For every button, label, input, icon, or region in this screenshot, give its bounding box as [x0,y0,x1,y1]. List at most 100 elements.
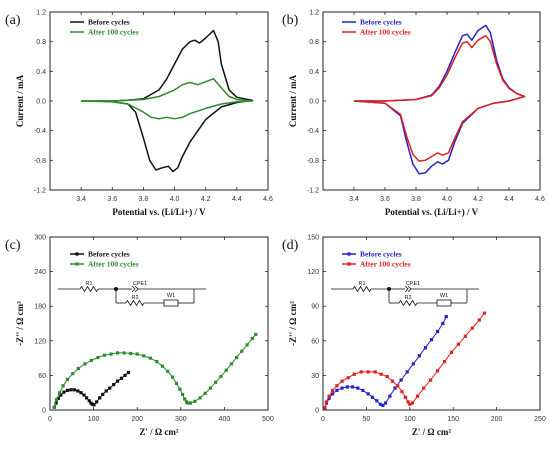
x-tick-label: 500 [262,416,274,423]
y-tick-label: -0.8 [307,158,319,165]
data-point [327,396,331,401]
data-point [65,388,70,392]
y-tick-label: 150 [307,235,319,242]
legend-label: After 100 cycles [360,260,411,269]
y-tick-label: 120 [34,338,46,345]
y-tick-label: 1.2 [309,10,319,17]
series-line-1 [324,316,447,408]
legend-marker [347,252,351,256]
data-point [356,386,360,390]
data-point [96,355,100,360]
x-tick-label: 4.4 [504,196,514,203]
x-axis-label: Potential vs. (Li/Li+) / V [385,207,479,217]
data-point [57,391,62,395]
data-point [102,353,107,357]
data-point [366,392,370,396]
y-tick-label: 0.4 [309,69,319,76]
x-tick-label: 4.0 [442,196,452,203]
y-tick-label: 0 [42,408,46,415]
series-line-2 [324,312,485,408]
x-tick-label: 4.2 [201,196,211,203]
x-tick-label: 4.6 [535,196,545,203]
y-tick-label: 30 [311,373,319,380]
data-point [366,370,370,374]
data-point [444,314,448,319]
resistor-symbol [125,299,145,307]
series-line-2 [353,34,526,162]
data-point [482,311,487,315]
x-tick-label: 50 [363,416,371,423]
panel-label: (a) [5,13,21,28]
panel-1: 3.4 3.6 3.8 4.0 4.2 4.4 4.6 -1.2 -0.8 -0.4 0.0 0.4 0… [5,10,273,218]
data-point [250,336,254,341]
plot-frame [49,236,269,411]
data-point [390,379,395,383]
y-tick-label: 0.8 [36,39,46,46]
data-point [396,384,400,388]
data-point [423,346,428,350]
data-point [359,370,363,374]
data-point [155,359,159,364]
data-point [400,389,404,394]
data-point [54,398,59,402]
data-point [442,359,447,364]
y-axis-label: -Z'' / Ω cm² [15,301,25,346]
data-point [166,369,170,373]
y-tick-label: 0.0 [309,99,319,106]
data-point [83,362,87,366]
x-tick-label: 100 [404,416,416,423]
data-point [411,362,415,366]
data-point [219,374,223,379]
x-tick-label: 4.0 [170,196,180,203]
x-tick-label: 300 [175,416,187,423]
legend-label: After 100 cycles [88,28,139,37]
data-point [405,370,409,374]
data-point [449,350,454,354]
equivalent-circuit: R1 CPE1 R2 W1 [58,281,206,307]
x-tick-label: 200 [491,416,503,423]
data-point [381,403,385,407]
data-point [52,405,56,409]
data-point [54,401,58,405]
legend-label: Before cycles [360,18,402,27]
circuit-label: R2 [131,295,138,301]
y-tick-label: 0 [315,408,319,415]
legend-label: Before cycles [88,250,130,259]
y-axis-label: Current / mA [15,74,25,127]
data-point [92,403,96,407]
legend-label: After 100 cycles [88,260,139,269]
y-tick-label: 60 [311,338,319,345]
data-point [416,394,420,398]
equivalent-circuit: R1 CPE1 R2 W1 [331,281,479,307]
y-tick-label: 60 [38,373,46,380]
series-line-1 [81,29,254,173]
data-point [109,352,113,356]
data-point [385,374,389,379]
circuit-label: R1 [358,281,365,287]
panel-3: 0 100 200 300 400 500 0 60 120 180 240 300 Z' / Ω cm… [5,235,274,438]
data-point [85,396,89,400]
x-axis-label: Z' / Ω cm² [139,427,178,437]
circuit-label: R2 [404,295,411,301]
data-point [350,385,355,389]
data-point [429,338,434,342]
series-line-2 [81,78,254,120]
y-axis-label: Current / mA [288,74,298,127]
data-point [378,402,382,406]
data-point [375,399,379,403]
resistor-symbol [79,285,99,293]
data-point [76,389,80,393]
data-point [330,392,335,396]
data-point [65,377,70,382]
data-point [441,321,445,326]
data-point [108,386,112,390]
data-point [122,351,126,355]
x-axis-label: Potential vs. (Li/Li+) / V [112,207,206,217]
data-point [340,379,344,383]
data-point [71,372,75,376]
data-point [112,383,116,387]
data-point [208,386,213,390]
x-tick-label: 200 [131,416,143,423]
data-point [104,389,108,393]
x-tick-label: 0 [321,416,325,423]
